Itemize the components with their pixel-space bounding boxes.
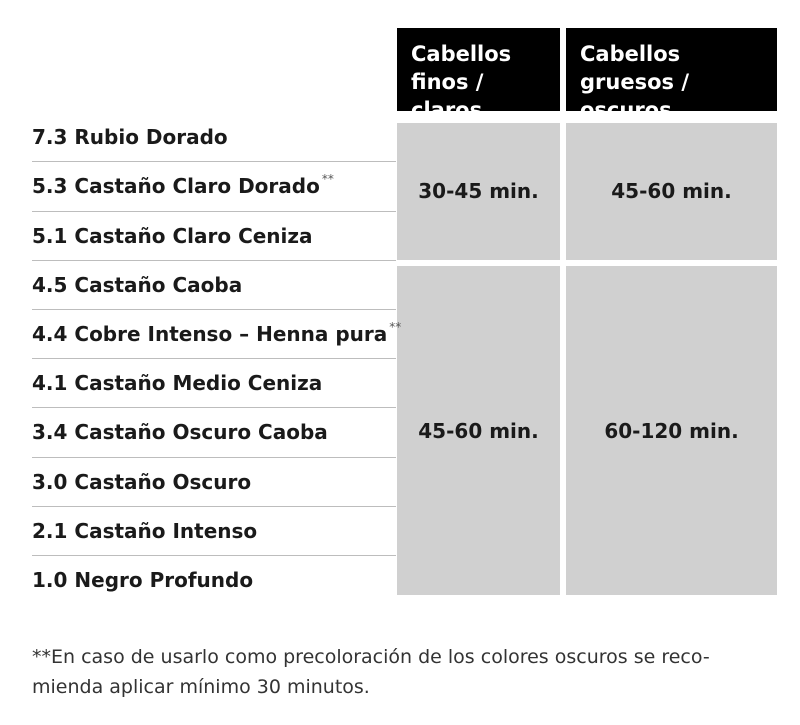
header-thick-hair: Cabellos gruesos / oscuros (566, 28, 777, 122)
time-value: 60-120 min. (604, 418, 739, 443)
time-value: 45-60 min. (611, 178, 732, 203)
color-row: 5.1 Castaño Claro Ceniza (32, 212, 396, 260)
color-row: 4.5 Castaño Caoba (32, 261, 396, 309)
color-row: 5.3 Castaño Claro Dorado ** (32, 162, 396, 210)
time-value: 30-45 min. (418, 178, 539, 203)
color-row: 3.0 Castaño Oscuro (32, 458, 396, 506)
footnote: **En caso de usarlo como precoloración d… (32, 646, 710, 698)
color-row: 7.3 Rubio Dorado (32, 113, 396, 161)
footnote-marker: ** (321, 172, 334, 186)
color-name: 4.5 Castaño Caoba (32, 273, 243, 297)
row-divider (32, 555, 396, 556)
row-divider (32, 506, 396, 507)
color-name: 7.3 Rubio Dorado (32, 125, 228, 149)
color-row: 2.1 Castaño Intenso (32, 507, 396, 555)
time-value: 45-60 min. (418, 418, 539, 443)
time-cell-group2-thick: 60-120 min. (566, 266, 777, 595)
row-divider (32, 161, 396, 162)
color-name: 5.3 Castaño Claro Dorado (32, 174, 320, 198)
row-divider (32, 260, 396, 261)
row-divider (32, 211, 396, 212)
color-name: 1.0 Negro Profundo (32, 568, 254, 592)
header-thick-hair-label: Cabellos gruesos / oscuros (580, 42, 689, 122)
time-cell-group1-thick: 45-60 min. (566, 123, 777, 260)
color-name: 3.0 Castaño Oscuro (32, 470, 252, 494)
row-divider (32, 457, 396, 458)
color-name: 2.1 Castaño Intenso (32, 519, 258, 543)
header-fine-hair: Cabellos finos / claros (397, 28, 560, 122)
color-name: 5.1 Castaño Claro Ceniza (32, 224, 313, 248)
row-divider (32, 407, 396, 408)
color-name: 4.1 Castaño Medio Ceniza (32, 371, 323, 395)
color-row: 4.1 Castaño Medio Ceniza (32, 359, 396, 407)
color-name: 4.4 Cobre Intenso – Henna pura (32, 322, 388, 346)
color-row: 1.0 Negro Profundo (32, 556, 396, 604)
row-divider (32, 358, 396, 359)
row-divider (32, 309, 396, 310)
color-name: 3.4 Castaño Oscuro Caoba (32, 420, 328, 444)
time-cell-group1-fine: 30-45 min. (397, 123, 560, 260)
color-row: 4.4 Cobre Intenso – Henna pura ** (32, 310, 401, 358)
color-row: 3.4 Castaño Oscuro Caoba (32, 408, 396, 456)
time-cell-group2-fine: 45-60 min. (397, 266, 560, 595)
footnote-marker: ** (389, 320, 402, 334)
header-fine-hair-label: Cabellos finos / claros (411, 42, 512, 122)
